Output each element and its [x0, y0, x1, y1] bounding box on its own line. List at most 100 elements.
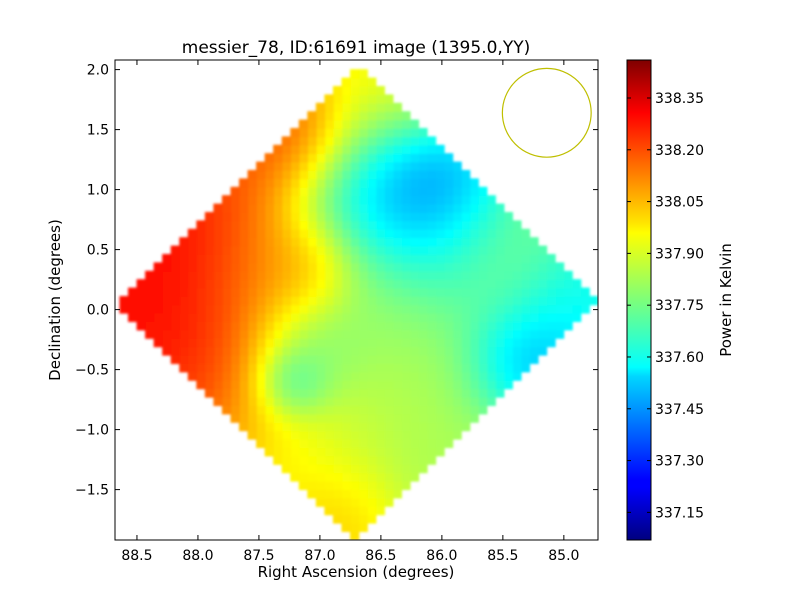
heatmap-cell — [332, 430, 343, 440]
heatmap-cell — [307, 321, 317, 331]
heatmap-cell — [213, 287, 223, 297]
heatmap-cell — [358, 396, 368, 406]
heatmap-cell — [384, 388, 394, 398]
heatmap-cell — [452, 270, 462, 280]
heatmap-cell — [324, 497, 334, 507]
heatmap-cell — [273, 228, 283, 238]
heatmap-cell — [503, 270, 514, 280]
heatmap-cell — [452, 245, 462, 255]
x-tick-label: 85.0 — [548, 548, 579, 564]
heatmap-cell — [213, 228, 223, 238]
heatmap-cell — [375, 480, 385, 490]
heatmap-cell — [264, 245, 274, 255]
heatmap-cell — [315, 237, 326, 247]
heatmap-cell — [273, 422, 283, 432]
heatmap-cell — [256, 371, 266, 381]
heatmap-cell — [298, 220, 309, 230]
heatmap-cell — [247, 405, 257, 415]
heatmap-cell — [256, 346, 266, 356]
heatmap-cell — [247, 178, 257, 188]
heatmap-cell — [392, 354, 403, 364]
heatmap-cell — [221, 212, 232, 222]
heatmap-cell — [221, 380, 232, 390]
heatmap-cell — [460, 228, 471, 238]
heatmap-cell — [367, 77, 377, 87]
heatmap-cell — [350, 111, 360, 121]
heatmap-cell — [546, 329, 556, 339]
heatmap-cell — [375, 312, 385, 322]
heatmap-cell — [409, 422, 420, 432]
heatmap-cell — [435, 170, 445, 180]
heatmap-cell — [392, 279, 403, 289]
heatmap-cell — [264, 212, 274, 222]
heatmap-cell — [298, 346, 309, 356]
heatmap-cell — [264, 178, 274, 188]
heatmap-cell — [512, 245, 522, 255]
heatmap-cell — [332, 422, 343, 432]
heatmap-cell — [341, 228, 351, 238]
heatmap-cell — [350, 296, 360, 306]
heatmap-cell — [358, 153, 368, 163]
heatmap-cell — [460, 380, 471, 390]
heatmap-cell — [179, 321, 189, 331]
heatmap-cell — [307, 346, 317, 356]
heatmap-cell — [409, 178, 420, 188]
heatmap-cell — [350, 144, 360, 154]
heatmap-cell — [256, 388, 266, 398]
heatmap-cell — [213, 254, 223, 264]
heatmap-cell — [341, 405, 351, 415]
heatmap-cell — [375, 489, 385, 499]
heatmap-cell — [213, 312, 223, 322]
heatmap-cell — [367, 371, 377, 381]
heatmap-cell — [332, 506, 343, 516]
heatmap-cell — [358, 161, 368, 171]
heatmap-cell — [358, 170, 368, 180]
heatmap-cell — [401, 438, 411, 448]
heatmap-cell — [435, 144, 445, 154]
heatmap-cell — [384, 489, 394, 499]
heatmap-cell — [392, 237, 403, 247]
heatmap-cell — [307, 128, 317, 138]
heatmap-cell — [290, 312, 300, 322]
heatmap-cell — [546, 296, 556, 306]
colorbar-tick-label: 337.90 — [655, 246, 704, 262]
heatmap-cell — [384, 262, 394, 272]
heatmap-cell — [264, 380, 274, 390]
heatmap-cell — [571, 287, 582, 297]
heatmap-cell — [332, 245, 343, 255]
heatmap-cell — [350, 136, 360, 146]
heatmap-cell — [332, 262, 343, 272]
heatmap-cell — [264, 287, 274, 297]
heatmap-cell — [256, 321, 266, 331]
heatmap-cell — [324, 254, 334, 264]
heatmap-cell — [358, 430, 368, 440]
heatmap-cell — [230, 195, 240, 205]
heatmap-cell — [435, 329, 445, 339]
heatmap-cell — [153, 279, 163, 289]
heatmap-cell — [401, 296, 411, 306]
x-tick-label: 86.5 — [365, 548, 396, 564]
heatmap-cell — [384, 455, 394, 465]
heatmap-cell — [367, 228, 377, 238]
heatmap-cell — [307, 228, 317, 238]
heatmap-cell — [384, 212, 394, 222]
heatmap-cell — [469, 346, 479, 356]
heatmap-cell — [375, 262, 385, 272]
heatmap-cell — [554, 279, 565, 289]
heatmap-cell — [281, 220, 292, 230]
heatmap-cell — [460, 287, 471, 297]
heatmap-cell — [443, 212, 454, 222]
heatmap-cell — [298, 329, 309, 339]
heatmap-cell — [409, 245, 420, 255]
heatmap-cell — [213, 237, 223, 247]
heatmap-cell — [315, 178, 326, 188]
heatmap-cell — [469, 203, 479, 213]
heatmap-cell — [341, 413, 351, 423]
heatmap-cell — [571, 304, 582, 314]
heatmap-cell — [418, 144, 428, 154]
heatmap-cell — [418, 363, 428, 373]
heatmap-cell — [315, 161, 326, 171]
heatmap-cell — [409, 304, 420, 314]
heatmap-cell — [367, 472, 377, 482]
heatmap-cell — [452, 262, 462, 272]
